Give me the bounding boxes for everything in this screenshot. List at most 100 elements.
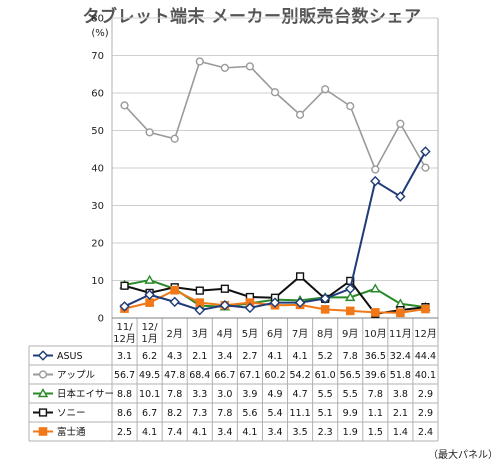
x-tick-label: 11/12月 xyxy=(113,322,136,345)
data-label: 4.1 xyxy=(192,427,207,438)
data-label: 7.8 xyxy=(368,389,383,400)
y-tick-label: 10 xyxy=(91,276,104,287)
data-point xyxy=(370,283,381,293)
data-label: 8.2 xyxy=(167,408,182,419)
data-point xyxy=(119,301,130,312)
data-label: 3.4 xyxy=(267,427,282,438)
series-1 xyxy=(119,146,431,316)
chart-title: タブレット端末 メーカー別販売台数シェア xyxy=(82,7,422,27)
data-point xyxy=(170,285,179,295)
legend-marker xyxy=(37,350,49,361)
data-label: 32.4 xyxy=(390,351,411,362)
x-tick-label: 9月 xyxy=(342,328,358,340)
data-point xyxy=(194,304,205,316)
y-tick-label: 0 xyxy=(98,314,104,325)
x-tick-label: 8月 xyxy=(317,328,333,340)
data-point xyxy=(120,101,129,110)
data-point xyxy=(396,119,405,128)
data-label: 68.4 xyxy=(189,370,210,381)
data-label: 10.1 xyxy=(139,389,160,400)
data-point xyxy=(270,88,280,97)
legend-entry: ASUS xyxy=(33,350,83,362)
series-line xyxy=(123,60,427,172)
data-label: 7.8 xyxy=(167,389,182,400)
data-label: 5.5 xyxy=(318,389,333,400)
data-point xyxy=(244,302,256,314)
data-point xyxy=(219,300,231,311)
data-label: 51.8 xyxy=(390,370,411,381)
data-label: 3.8 xyxy=(393,389,408,400)
data-label: 2.1 xyxy=(192,351,207,362)
data-label: 56.7 xyxy=(114,370,135,381)
legend-label: 日本エイサー xyxy=(57,388,114,400)
data-point xyxy=(420,146,431,157)
data-label: 5.2 xyxy=(318,351,333,362)
x-tick-label: 12月 xyxy=(414,328,437,340)
data-label: 49.5 xyxy=(139,370,160,381)
data-label: 7.8 xyxy=(217,408,232,419)
data-label: 44.4 xyxy=(415,351,436,362)
legend-marker xyxy=(38,427,48,436)
data-point xyxy=(319,293,331,304)
data-point xyxy=(295,272,305,281)
data-point xyxy=(269,297,281,308)
data-point xyxy=(195,57,204,66)
data-label: 47.8 xyxy=(164,370,185,381)
data-point xyxy=(421,304,430,314)
data-label: 8.6 xyxy=(117,408,132,419)
legend-marker xyxy=(37,388,49,398)
data-label: 2.4 xyxy=(418,427,433,438)
data-point xyxy=(195,286,204,295)
data-label: 67.1 xyxy=(239,370,260,381)
x-tick-label: 12/1月 xyxy=(141,322,158,345)
data-label: 11.1 xyxy=(289,408,310,419)
data-label: 6.2 xyxy=(142,351,157,362)
data-point xyxy=(170,134,179,143)
data-point xyxy=(220,63,229,72)
y-tick-label: 50 xyxy=(91,126,104,137)
y-tick-label: 80 xyxy=(91,14,104,25)
data-label: 1.1 xyxy=(368,408,383,419)
data-label: 4.1 xyxy=(242,427,257,438)
data-point xyxy=(370,175,381,187)
data-point xyxy=(144,274,155,284)
legend-entry: ソニー xyxy=(33,408,86,419)
data-label: 3.0 xyxy=(217,389,232,400)
legend-label: ソニー xyxy=(57,408,86,419)
data-point xyxy=(371,165,380,174)
data-label: 60.2 xyxy=(264,370,285,381)
legend-marker xyxy=(38,370,48,379)
y-tick-label: 20 xyxy=(91,239,104,250)
y-tick-label: 40 xyxy=(91,164,104,175)
data-point xyxy=(145,128,154,137)
legend-label: 富士通 xyxy=(57,426,86,438)
data-label: 2.3 xyxy=(318,427,333,438)
data-label: 6.7 xyxy=(142,408,157,419)
data-point xyxy=(220,284,229,293)
data-point xyxy=(346,102,355,111)
legend-label: ASUS xyxy=(57,351,83,362)
x-tick-label: 11月 xyxy=(389,328,412,340)
y-tick-label: 60 xyxy=(91,89,104,100)
data-point xyxy=(120,281,129,290)
data-label: 3.5 xyxy=(293,427,308,438)
data-label: 3.4 xyxy=(217,351,232,362)
y-tick-label: 70 xyxy=(91,51,104,62)
data-label: 5.6 xyxy=(242,408,257,419)
legend-entry: 日本エイサー xyxy=(33,388,114,400)
data-label: 3.4 xyxy=(217,427,232,438)
data-point xyxy=(294,297,306,308)
data-label: 5.5 xyxy=(343,389,358,400)
legend-label: アップル xyxy=(57,370,96,381)
data-label: 4.1 xyxy=(293,351,308,362)
data-label: 39.6 xyxy=(365,370,386,381)
data-label: 2.5 xyxy=(117,427,132,438)
data-label: 2.9 xyxy=(418,408,433,419)
data-label: 1.9 xyxy=(343,427,358,438)
data-point xyxy=(144,289,155,300)
data-label: 2.7 xyxy=(242,351,257,362)
data-label: 3.3 xyxy=(192,389,207,400)
y-tick-label: 30 xyxy=(91,201,104,212)
data-label: 7.4 xyxy=(167,427,182,438)
